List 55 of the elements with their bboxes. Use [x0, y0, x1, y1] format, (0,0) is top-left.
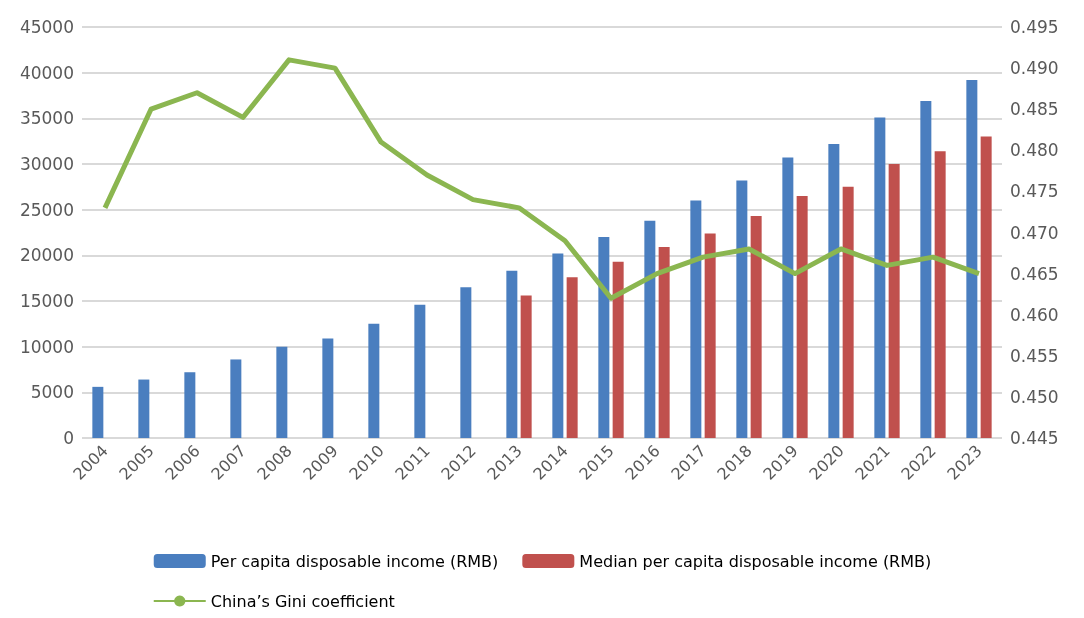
y-tick-label: 10000 [19, 336, 74, 357]
y2-tick-label: 0.455 [1010, 345, 1059, 366]
y2-tick-label: 0.445 [1010, 428, 1059, 448]
bar [796, 195, 808, 438]
y2-tick-label: 0.450 [1010, 386, 1059, 407]
y-tick-label: 35000 [19, 108, 74, 129]
y-tick-label: 40000 [19, 62, 74, 83]
y-tick-label: 25000 [19, 199, 74, 220]
bar [598, 237, 610, 438]
y-tick-label: 45000 [19, 17, 74, 37]
bar [92, 386, 104, 438]
bar [966, 79, 978, 438]
y-tick-label: 0 [63, 428, 74, 448]
bar [644, 220, 656, 438]
bar [414, 304, 426, 438]
y-tick-label: 30000 [19, 154, 74, 174]
bar [658, 247, 670, 438]
legend-label: Per capita disposable income (RMB) [210, 551, 499, 571]
y-tick-label: 15000 [19, 291, 74, 311]
bar [612, 261, 624, 438]
bar [138, 379, 150, 438]
bar [704, 233, 716, 438]
bar [276, 346, 288, 438]
bar [460, 287, 472, 438]
bar [934, 151, 946, 438]
y2-tick-label: 0.475 [1010, 181, 1059, 202]
bar [184, 372, 196, 438]
y2-tick-label: 0.495 [1010, 17, 1059, 37]
y-tick-label: 5000 [30, 382, 74, 403]
y2-tick-label: 0.460 [1010, 304, 1059, 325]
bar [920, 100, 932, 438]
bar [842, 186, 854, 438]
bar [980, 136, 992, 438]
y2-tick-label: 0.485 [1010, 99, 1059, 120]
bar [520, 295, 532, 438]
bar [230, 359, 242, 438]
bar [552, 253, 564, 438]
bar [368, 323, 380, 438]
bar [506, 270, 518, 438]
legend-label: China’s Gini coefficient [210, 591, 395, 611]
bar [874, 117, 886, 438]
bar [736, 180, 748, 438]
bar [828, 143, 840, 438]
y2-tick-label: 0.470 [1010, 222, 1059, 243]
bar [566, 277, 578, 438]
y-tick-label: 20000 [19, 245, 74, 266]
bar [888, 164, 900, 438]
y2-tick-label: 0.480 [1010, 140, 1059, 161]
y2-tick-label: 0.490 [1010, 58, 1059, 79]
bar [690, 200, 702, 438]
y2-tick-label: 0.465 [1010, 263, 1059, 284]
legend-label: Median per capita disposable income (RMB) [579, 551, 932, 571]
bar [322, 338, 334, 438]
bar [750, 216, 762, 438]
bar [782, 157, 794, 438]
